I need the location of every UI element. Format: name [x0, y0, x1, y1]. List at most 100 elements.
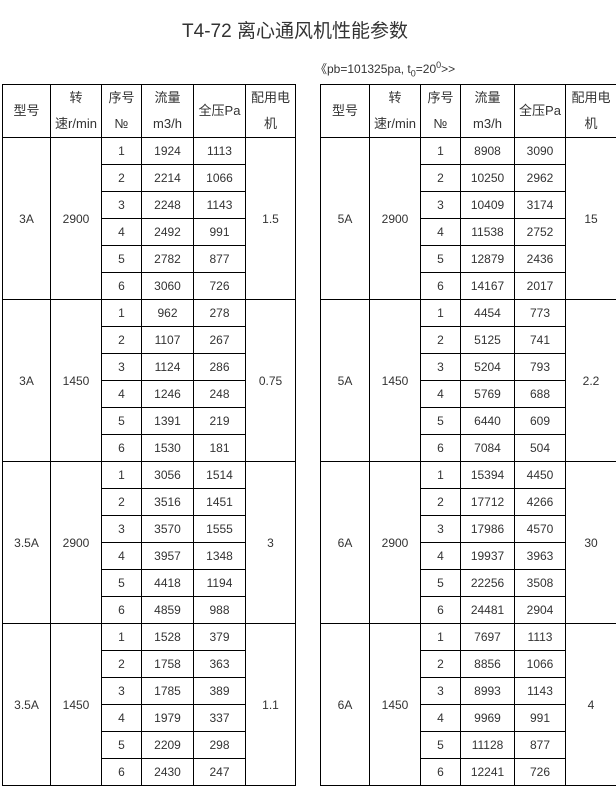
motor-cell: 15 — [565, 137, 616, 300]
table-row: 6 2430 247 — [3, 758, 296, 786]
table-row: 5 1391 219 — [3, 407, 296, 435]
flow-cell: 12241 — [460, 758, 515, 786]
table-row: 3 3570 1555 — [3, 515, 296, 543]
header-flow-line2: m3/h — [473, 116, 502, 131]
header-seq: 序号 № — [420, 84, 461, 138]
pressure-cell: 3174 — [514, 191, 566, 219]
pressure-cell: 991 — [514, 704, 566, 732]
pressure-cell: 219 — [193, 407, 246, 435]
flow-cell: 24481 — [460, 596, 515, 624]
flow-cell: 1758 — [141, 650, 194, 678]
header-pressure: 全压Pa — [193, 84, 246, 138]
flow-cell: 3516 — [141, 488, 194, 516]
flow-cell: 1785 — [141, 677, 194, 705]
pressure-cell: 688 — [514, 380, 566, 408]
seq-cell: 6 — [420, 758, 461, 786]
note-suffix: >> — [441, 62, 456, 76]
note-sup: 0 — [436, 60, 442, 70]
table-row: 6 4859 988 — [3, 596, 296, 624]
table-row: 5 6440 609 — [321, 407, 616, 435]
pressure-cell: 248 — [193, 380, 246, 408]
pressure-cell: 1514 — [193, 461, 246, 489]
seq-cell: 1 — [101, 623, 142, 651]
motor-cell: 1.1 — [245, 623, 296, 786]
motor-cell: 4 — [565, 623, 616, 786]
flow-cell: 11128 — [460, 731, 515, 759]
header-seq-line2: № — [114, 116, 129, 131]
flow-cell: 3056 — [141, 461, 194, 489]
speed-cell: 1450 — [50, 299, 102, 462]
flow-cell: 15394 — [460, 461, 515, 489]
pressure-cell: 3963 — [514, 542, 566, 570]
table-row: 5 4418 1194 — [3, 569, 296, 597]
flow-cell: 8856 — [460, 650, 515, 678]
header-flow-line1: 流量 — [154, 90, 181, 105]
speed-cell: 2900 — [369, 461, 421, 624]
table-row: 6A 1450 1 7697 1113 4 — [320, 623, 616, 786]
pressure-cell: 298 — [193, 731, 246, 759]
table-row: 3.5A 2900 1 3056 1514 3 — [2, 461, 296, 624]
seq-cell: 3 — [101, 677, 142, 705]
seq-cell: 4 — [420, 218, 461, 246]
flow-cell: 2492 — [141, 218, 194, 246]
seq-cell: 3 — [101, 353, 142, 381]
flow-cell: 1924 — [141, 137, 194, 165]
seq-cell: 1 — [420, 623, 461, 651]
flow-cell: 7697 — [460, 623, 515, 651]
flow-cell: 6440 — [460, 407, 515, 435]
pressure-cell: 1555 — [193, 515, 246, 543]
table-row: 4 1246 248 — [3, 380, 296, 408]
pressure-cell: 773 — [514, 299, 566, 327]
flow-cell: 3957 — [141, 542, 194, 570]
table-row: 4 11538 2752 — [321, 218, 616, 246]
flow-cell: 4418 — [141, 569, 194, 597]
flow-cell: 10409 — [460, 191, 515, 219]
header-row: 型号 转速r/min 序号 № 流量 m3/h 全压Pa 配用电机 — [320, 84, 616, 138]
pressure-cell: 181 — [193, 434, 246, 462]
flow-cell: 8908 — [460, 137, 515, 165]
pressure-cell: 4450 — [514, 461, 566, 489]
header-row: 型号 转速r/min 序号 № 流量 m3/h 全压Pa 配用电机 — [2, 84, 296, 138]
table-body: 3A 2900 1 1924 1113 1.5 2 2214 1066 3 2248 1143 4 249… — [2, 137, 296, 786]
flow-cell: 2248 — [141, 191, 194, 219]
header-model: 型号 — [2, 84, 51, 138]
flow-cell: 11538 — [460, 218, 515, 246]
pressure-cell: 278 — [193, 299, 246, 327]
seq-cell: 6 — [101, 434, 142, 462]
table-row: 6 24481 2904 — [321, 596, 616, 624]
flow-cell: 962 — [141, 299, 194, 327]
speed-cell: 1450 — [50, 623, 102, 786]
seq-cell: 3 — [420, 677, 461, 705]
motor-cell: 30 — [565, 461, 616, 624]
conditions-note: 《pb=101325pa, t0=200>> — [315, 60, 455, 78]
model-cell: 5A — [320, 299, 370, 462]
seq-cell: 4 — [101, 704, 142, 732]
table-row: 4 1979 337 — [3, 704, 296, 732]
seq-cell: 4 — [101, 218, 142, 246]
table-row: 6 12241 726 — [321, 758, 616, 786]
pressure-cell: 793 — [514, 353, 566, 381]
model-cell: 3.5A — [2, 461, 51, 624]
header-speed: 转速r/min — [50, 84, 102, 138]
model-cell: 6A — [320, 623, 370, 786]
flow-cell: 22256 — [460, 569, 515, 597]
pressure-cell: 4570 — [514, 515, 566, 543]
seq-cell: 1 — [420, 299, 461, 327]
seq-cell: 4 — [420, 542, 461, 570]
flow-cell: 1124 — [141, 353, 194, 381]
table-row: 4 9969 991 — [321, 704, 616, 732]
flow-cell: 9969 — [460, 704, 515, 732]
header-seq-line2: № — [433, 116, 448, 131]
table-row: 6 7084 504 — [321, 434, 616, 462]
flow-cell: 5125 — [460, 326, 515, 354]
table-row: 5A 2900 1 8908 3090 15 — [320, 137, 616, 300]
seq-cell: 4 — [101, 380, 142, 408]
table-row: 5 2782 877 — [3, 245, 296, 273]
speed-cell: 2900 — [50, 137, 102, 300]
table-row: 3.5A 1450 1 1528 379 1.1 — [2, 623, 296, 786]
seq-cell: 3 — [420, 515, 461, 543]
header-motor-line1: 配用电 — [571, 90, 611, 105]
table-row: 2 17712 4266 — [321, 488, 616, 516]
seq-cell: 4 — [420, 380, 461, 408]
performance-table-right: 型号 转速r/min 序号 № 流量 m3/h 全压Pa 配用电机 5A 2900 1 8… — [320, 84, 616, 786]
